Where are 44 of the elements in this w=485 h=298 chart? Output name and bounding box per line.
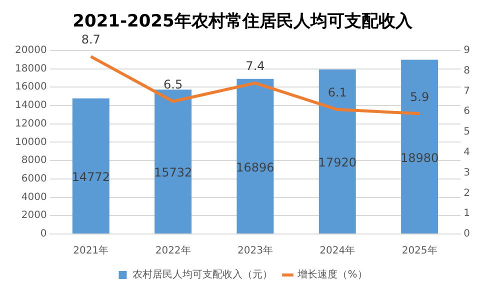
data-label: 18980 — [400, 150, 439, 165]
bar — [236, 78, 274, 234]
data-label: 14772 — [72, 170, 110, 184]
data-label: 16896 — [236, 160, 274, 174]
y-tick-label: 8000 — [21, 155, 47, 166]
x-tick-label: 2021年 — [73, 244, 109, 257]
y-tick-label: 18000 — [15, 63, 47, 74]
data-label: 7.4 — [246, 59, 265, 74]
legend-label: 增长速度（%） — [296, 268, 368, 281]
y-tick-label: 0 — [40, 228, 47, 240]
x-tick-label: 2024年 — [320, 244, 356, 257]
x-tick-label: 2025年 — [402, 244, 438, 257]
y-tick-label: 14000 — [15, 100, 47, 112]
y2-tick-label: 4 — [464, 146, 470, 158]
data-label: 8.7 — [81, 32, 100, 47]
bar — [154, 90, 192, 234]
y2-tick-label: 6 — [464, 106, 470, 118]
data-label: 15732 — [154, 166, 192, 180]
y2-tick-label: 5 — [464, 126, 470, 138]
data-label: 6.5 — [164, 78, 183, 92]
bar — [401, 60, 438, 234]
y-tick-label: 4000 — [21, 192, 47, 203]
y2-tick-label: 7 — [464, 86, 470, 97]
y-tick-label: 12000 — [15, 118, 47, 130]
y-tick-label: 10000 — [15, 136, 47, 148]
y2-tick-label: 2 — [464, 188, 470, 199]
y-tick-label: 16000 — [15, 82, 47, 93]
data-label: 17920 — [318, 156, 356, 170]
bar — [72, 98, 110, 234]
y2-tick-label: 0 — [464, 228, 470, 240]
y-tick-label: 6000 — [21, 174, 47, 185]
y-tick-label: 20000 — [15, 44, 47, 56]
y2-tick-label: 3 — [464, 167, 470, 178]
data-label: 6.1 — [328, 86, 347, 100]
x-tick-label: 2022年 — [155, 244, 191, 257]
data-label: 5.9 — [410, 90, 430, 104]
y-tick-label: 2000 — [21, 210, 47, 222]
y2-tick-label: 8 — [464, 65, 470, 76]
legend-label: 农村居民人均可支配收入（元） — [132, 268, 273, 281]
y2-tick-label: 1 — [464, 208, 470, 220]
bar — [318, 69, 356, 234]
x-tick-label: 2023年 — [238, 244, 273, 257]
y2-tick-label: 9 — [464, 44, 470, 56]
chart-title: 2021-2025年农村常住居民人均可支配收入 — [72, 12, 414, 32]
